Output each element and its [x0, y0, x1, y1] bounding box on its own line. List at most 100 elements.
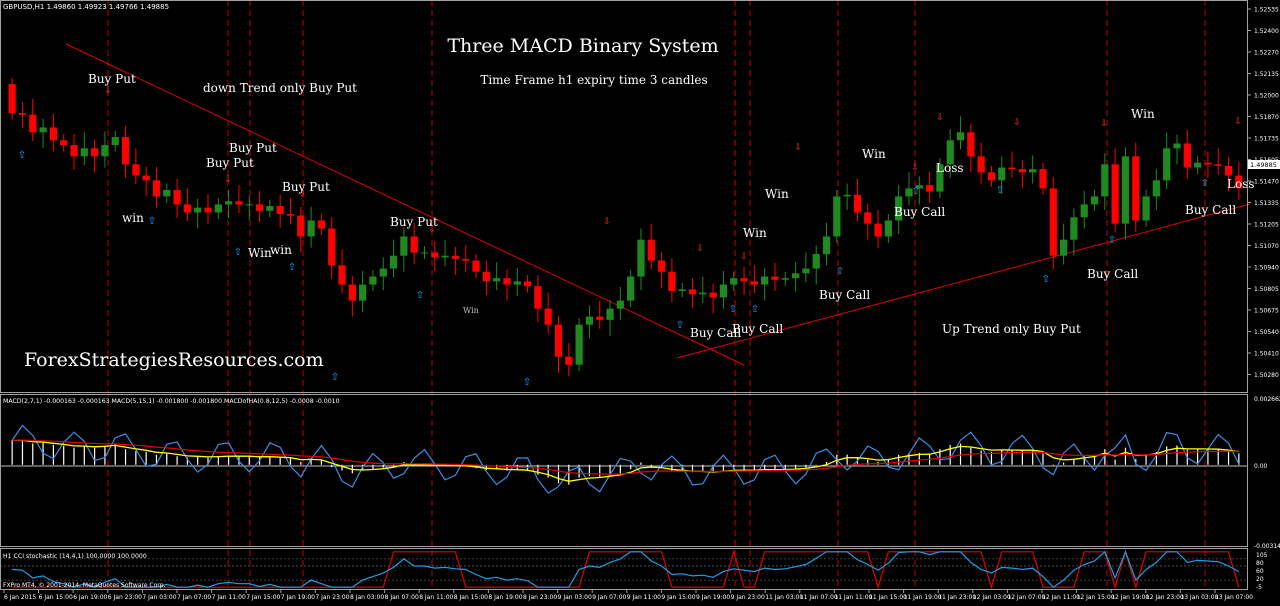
- candle-body: [956, 132, 965, 141]
- candle-body: [657, 260, 666, 272]
- annotation-label: Buy Call: [894, 205, 945, 219]
- candle-body: [627, 276, 635, 301]
- macd-pane-border: [0, 394, 1248, 547]
- annotation-label: Win: [248, 246, 272, 260]
- up-arrow-icon: ⇧: [288, 262, 296, 273]
- candle-body: [781, 278, 789, 280]
- stoch-header: H1 CCI stochastic (14,4,1) 100.0000 100.…: [3, 553, 147, 560]
- price-tick-label: 1.50410: [1254, 351, 1279, 358]
- candle-body: [513, 281, 521, 285]
- time-tick-label: 12 Jan 19:00: [1111, 594, 1149, 601]
- time-tick-label: 7 Jan 15:00: [246, 594, 280, 601]
- candle-body: [1049, 188, 1057, 256]
- annotation-label: win: [122, 211, 144, 225]
- candle-body: [1235, 175, 1243, 189]
- candle-body: [1090, 196, 1099, 205]
- candle-body: [235, 201, 243, 205]
- down-arrow-icon: ⇩: [1013, 118, 1021, 128]
- down-arrow-icon: ⇩: [428, 225, 436, 235]
- candle-body: [1142, 196, 1150, 221]
- up-arrow-icon: ⇧: [416, 290, 424, 301]
- time-tick-label: 8 Jan 03:00: [350, 594, 384, 601]
- price-tick-label: 1.51070: [1254, 243, 1279, 250]
- candle-body: [348, 284, 356, 301]
- time-tick-label: 7 Jan 11:00: [212, 594, 246, 601]
- candle-body: [1163, 148, 1171, 181]
- candle-body: [1173, 143, 1181, 149]
- candle-body: [204, 207, 212, 213]
- candle-body: [668, 271, 676, 291]
- annotation-label: Loss: [936, 161, 964, 175]
- candle-body: [214, 204, 222, 213]
- annotation-label: Buy Call: [732, 322, 783, 336]
- time-tick-label: 6 Jan 15:00: [39, 594, 73, 601]
- candle-body: [194, 207, 202, 213]
- down-trend-label: down Trend only Buy Put: [203, 81, 357, 95]
- time-tick-label: 9 Jan 03:00: [558, 594, 592, 601]
- candle-body: [132, 164, 140, 176]
- annotation-label: Win: [463, 306, 479, 315]
- chart-title: Three MACD Binary System: [447, 35, 718, 57]
- candle-body: [1214, 164, 1222, 166]
- down-arrow-icon: ⇩: [1234, 117, 1242, 127]
- down-arrow-icon: ⇩: [603, 217, 611, 227]
- price-tick-label: 1.51335: [1254, 200, 1279, 207]
- candle-body: [472, 260, 480, 272]
- annotation-label: Buy Put: [206, 156, 254, 170]
- down-arrow-icon: ⇩: [911, 163, 919, 173]
- time-tick-label: 7 Jan 07:00: [177, 594, 211, 601]
- candle-body: [637, 239, 645, 277]
- annotation-label: Win: [862, 147, 886, 161]
- candle-body: [441, 255, 449, 258]
- candle-body: [462, 258, 470, 261]
- candle-body: [565, 356, 573, 365]
- candle-body: [338, 265, 346, 285]
- annotation-label: Win: [765, 187, 789, 201]
- candle-body: [616, 300, 624, 309]
- candle-body: [791, 273, 800, 279]
- chart-subtitle: Time Frame h1 expiry time 3 candles: [480, 73, 707, 87]
- time-tick-label: 11 Jan 15:00: [869, 594, 907, 601]
- candle-body: [70, 145, 78, 157]
- annotation-label: Loss: [1227, 177, 1255, 191]
- candle-body: [946, 140, 954, 165]
- stoch-red-line: [12, 549, 1240, 590]
- candle-body: [49, 127, 57, 141]
- candle-body: [853, 194, 862, 213]
- time-tick-label: 8 Jan 07:00: [385, 594, 419, 601]
- candle-body: [884, 220, 892, 237]
- copyright-text: FXPro MT4, © 2001-2014, MetaQuotes Softw…: [3, 582, 166, 589]
- candle-body: [307, 220, 315, 237]
- up-arrow-icon: ⇧: [996, 185, 1004, 196]
- time-tick-label: 11 Jan 07:00: [800, 594, 838, 601]
- candle-body: [245, 204, 253, 206]
- symbol-header: GBPUSD,H1 1.49860 1.49923 1.49766 1.4988…: [3, 3, 169, 11]
- candle-body: [503, 278, 511, 285]
- candle-body: [1152, 180, 1160, 197]
- up-arrow-icon: ⇧: [1108, 235, 1116, 246]
- candle-body: [812, 254, 820, 269]
- candle-body: [317, 220, 326, 229]
- time-tick-label: 8 Jan 19:00: [488, 594, 522, 601]
- time-tick-label: 9 Jan 23:00: [731, 594, 765, 601]
- price-tick-label: 1.51735: [1254, 136, 1279, 143]
- candle-body: [451, 255, 460, 259]
- time-tick-label: 9 Jan 07:00: [592, 594, 626, 601]
- candle-body: [699, 292, 707, 295]
- time-tick-label: 8 Jan 15:00: [454, 594, 488, 601]
- candle-body: [359, 284, 367, 301]
- candle-body: [534, 286, 542, 309]
- macd-axis-label: 0.002662: [1254, 396, 1280, 403]
- annotation-label: Buy Call: [1087, 267, 1138, 281]
- price-tick-label: 1.51470: [1254, 179, 1279, 186]
- candle-body: [1018, 169, 1026, 173]
- down-arrow-icon: ⇩: [224, 175, 232, 185]
- candle-body: [80, 148, 88, 157]
- candle-body: [183, 204, 192, 213]
- annotation-label: Up Trend only Buy Put: [942, 322, 1081, 336]
- time-tick-label: 9 Jan 19:00: [696, 594, 730, 601]
- candle-body: [709, 292, 717, 298]
- candle-body: [420, 252, 429, 254]
- time-tick-label: 8 Jan 23:00: [523, 594, 557, 601]
